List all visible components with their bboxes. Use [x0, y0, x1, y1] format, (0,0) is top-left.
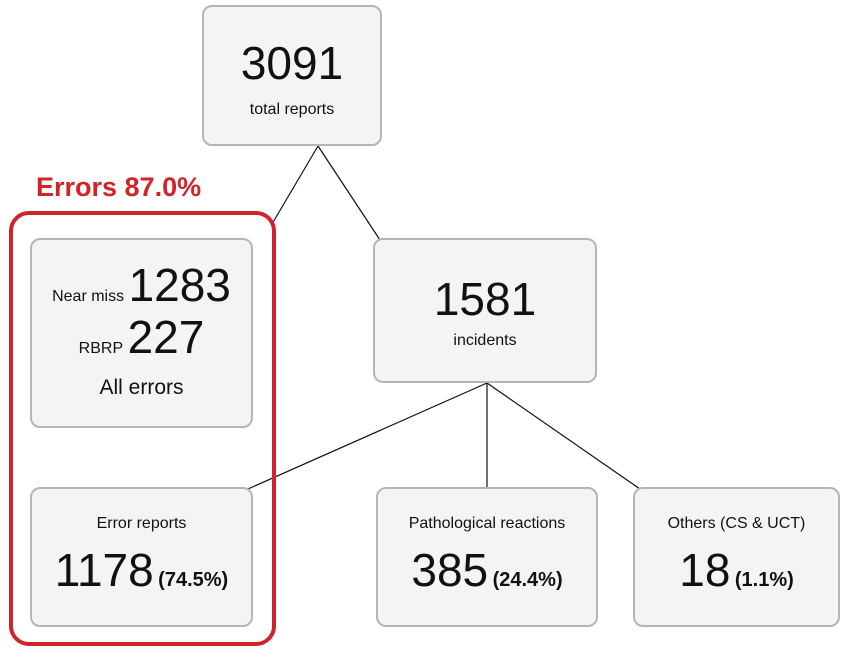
node-label: Others (CS & UCT): [667, 515, 806, 532]
node-row: 18 (1.1%): [635, 547, 838, 593]
node-row: 1178 (74.5%): [32, 547, 251, 593]
connector: [247, 382, 488, 490]
node-value: 1178: [54, 544, 154, 596]
error-group-outline: [9, 211, 276, 646]
node: Error reports 1178 (74.5%): [30, 487, 253, 627]
node: 3091 total reports: [202, 5, 382, 146]
node-value: 1283: [128, 259, 231, 311]
node-label: Pathological reactions: [408, 515, 566, 532]
connector: [486, 382, 641, 490]
node-label: Error reports: [96, 515, 187, 532]
node: Near miss 1283 RBRP 227 All errors: [30, 238, 253, 428]
node-row: RBRP 227: [32, 314, 251, 360]
node: Pathological reactions 385 (24.4%): [376, 487, 598, 627]
node-share: (74.5%): [158, 569, 229, 591]
node-label: incidents: [453, 332, 517, 349]
node-value: 18: [679, 544, 731, 596]
node-value: 1581: [433, 273, 537, 325]
node-row: 385 (24.4%): [378, 547, 596, 593]
node: 1581 incidents: [373, 238, 597, 383]
node-value: 385: [411, 544, 489, 596]
node-row: Near miss 1283: [32, 262, 251, 308]
node-label: Near miss: [52, 288, 125, 305]
node-share: (1.1%): [734, 569, 794, 591]
group-label: Errors 87.0%: [36, 172, 202, 202]
node-value: 3091: [240, 37, 344, 89]
node-value: 227: [127, 311, 205, 363]
node-label: total reports: [249, 101, 335, 118]
connector: [271, 145, 319, 225]
connector: [317, 145, 381, 241]
node: Others (CS & UCT) 18 (1.1%): [633, 487, 840, 627]
node-share: (24.4%): [492, 569, 563, 591]
node-label: RBRP: [78, 340, 124, 357]
node-label: All errors: [99, 376, 184, 399]
